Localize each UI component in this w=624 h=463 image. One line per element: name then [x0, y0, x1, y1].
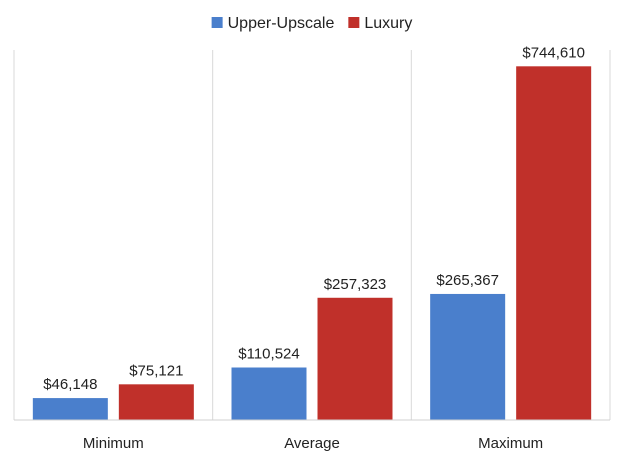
data-label-upper-upscale-maximum: $265,367 — [436, 272, 499, 289]
bar-upper-upscale-maximum — [430, 293, 506, 420]
category-dividers — [13, 50, 611, 420]
bar-upper-upscale-average — [231, 367, 307, 420]
bar-luxury-maximum — [516, 66, 592, 421]
data-label-upper-upscale-minimum: $46,148 — [43, 376, 97, 393]
legend-swatch-luxury — [348, 17, 360, 28]
x-tick-label-average: Average — [284, 435, 340, 452]
data-label-upper-upscale-average: $110,524 — [238, 346, 299, 363]
legend-label-upper-upscale: Upper-Upscale — [228, 15, 335, 32]
bar-luxury-average — [317, 297, 393, 420]
data-label-luxury-maximum: $744,610 — [522, 44, 585, 61]
x-tick-label-maximum: Maximum — [478, 435, 543, 452]
bar-upper-upscale-minimum — [32, 398, 108, 420]
bar-luxury-minimum — [118, 384, 194, 420]
data-labels: $46,148 $75,121 $110,524 $257,323 $265,367 $7… — [43, 44, 585, 393]
x-axis-ticks: Minimum Average Maximum — [83, 435, 543, 452]
bars — [32, 66, 592, 421]
legend: Upper-Upscale Luxury — [211, 15, 412, 32]
data-label-luxury-average: $257,323 — [324, 276, 387, 293]
legend-label-luxury: Luxury — [364, 15, 412, 32]
legend-swatch-upper-upscale — [211, 17, 223, 28]
x-tick-label-minimum: Minimum — [83, 435, 144, 452]
data-label-luxury-minimum: $75,121 — [129, 362, 183, 379]
